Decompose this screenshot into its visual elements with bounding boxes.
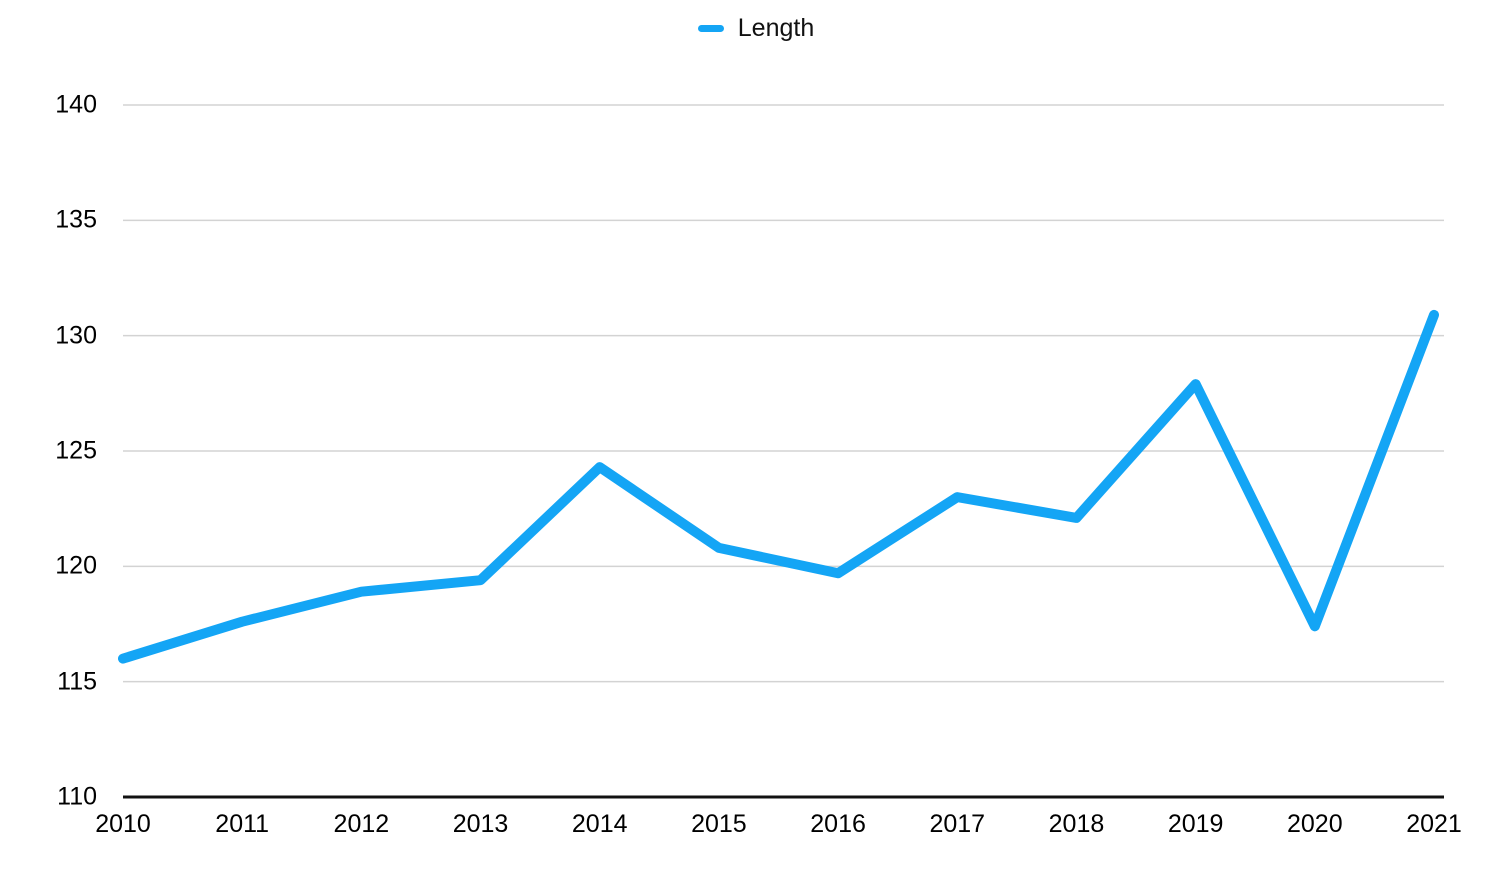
x-tick-label: 2020 — [1287, 810, 1343, 838]
x-tick-label: 2015 — [691, 810, 747, 838]
legend-line-swatch — [697, 24, 724, 32]
y-tick-label: 140 — [55, 90, 97, 119]
y-tick-label: 110 — [57, 782, 97, 811]
x-tick-label: 2017 — [929, 810, 986, 838]
y-tick-label: 135 — [55, 205, 97, 234]
x-tick-label: 2012 — [333, 810, 390, 838]
x-tick-label: 2011 — [215, 810, 270, 838]
series-line-length — [118, 309, 1439, 664]
x-tick-label: 2016 — [810, 810, 866, 838]
y-tick-label: 125 — [55, 436, 97, 465]
y-tick-label: 130 — [55, 321, 97, 350]
x-tick-label: 2010 — [95, 810, 151, 838]
y-tick-label: 115 — [57, 667, 97, 696]
x-tick-label: 2014 — [571, 810, 628, 838]
x-tick-label: 2018 — [1048, 810, 1105, 838]
x-tick-label: 2021 — [1406, 810, 1462, 838]
chart-legend: Length — [0, 14, 1512, 42]
legend-series-label: Length — [737, 14, 815, 42]
x-tick-label: 2013 — [452, 810, 509, 838]
y-tick-label: 120 — [55, 551, 97, 580]
x-tick-label: 2019 — [1167, 810, 1224, 838]
